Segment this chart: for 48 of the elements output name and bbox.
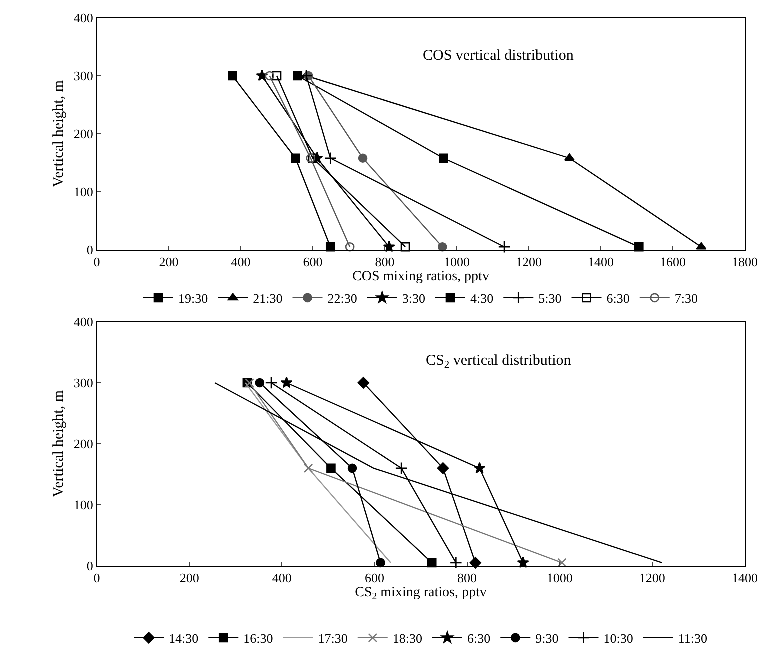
x-tick-label: 800 xyxy=(375,254,395,270)
legend-label: 22:30 xyxy=(328,291,358,306)
legend-label: 21:30 xyxy=(253,291,283,306)
x-tick-label: 1400 xyxy=(732,570,758,586)
x-tick-label: 400 xyxy=(272,570,292,586)
legend-label: 16:30 xyxy=(244,631,274,646)
legend-label: 3:30 xyxy=(402,291,426,306)
x-tick-label: 1400 xyxy=(588,254,614,270)
y-tick-label: 300 xyxy=(74,68,94,84)
x-axis-title: COS mixing ratios, pptv xyxy=(352,270,490,285)
y-tick-label: 400 xyxy=(74,314,94,330)
y-tick-label: 400 xyxy=(74,10,94,26)
legend-label: 18:30 xyxy=(392,631,422,646)
legend-label: 5:30 xyxy=(538,291,562,306)
x-tick-label: 800 xyxy=(458,570,478,586)
legend-label: 6:30 xyxy=(606,291,630,306)
legend-label: 14:30 xyxy=(169,631,199,646)
y-tick-label: 200 xyxy=(74,126,94,142)
x-tick-label: 1000 xyxy=(546,570,573,586)
x-tick-label: 1600 xyxy=(660,254,686,270)
legend-label: 9:30 xyxy=(536,631,559,646)
x-tick-label: 200 xyxy=(159,254,179,270)
legend-label: 10:30 xyxy=(604,631,634,646)
y-axis-title: Vertical height, m xyxy=(51,390,68,498)
legend-label: 11:30 xyxy=(678,631,708,646)
legend-label: 7:30 xyxy=(674,291,698,306)
y-tick-label: 200 xyxy=(74,436,94,452)
y-tick-label: 0 xyxy=(86,558,94,574)
y-tick-label: 300 xyxy=(74,376,94,391)
x-tick-label: 1200 xyxy=(516,254,542,270)
x-tick-label: 1800 xyxy=(732,254,758,270)
y-axis-title: Vertical height, m xyxy=(51,80,68,188)
x-tick-label: 200 xyxy=(180,570,200,586)
y-tick-label: 100 xyxy=(74,184,94,200)
x-tick-label: 1000 xyxy=(444,254,470,270)
x-tick-label: 1200 xyxy=(639,570,666,586)
y-tick-label: 0 xyxy=(86,242,94,258)
x-axis-title: CS$_{2}$ mixing ratios, pptv xyxy=(355,586,487,603)
legend-label: 4:30 xyxy=(470,291,494,306)
text: COS vertical distribution xyxy=(423,48,574,64)
x-tick-label: 600 xyxy=(303,254,323,270)
x-tick-label: 400 xyxy=(231,254,251,270)
legend-label: 19:30 xyxy=(178,291,208,306)
x-tick-label: 600 xyxy=(364,570,384,586)
legend-label: 6:30 xyxy=(468,631,491,646)
legend-label: 17:30 xyxy=(318,631,348,646)
text: CS$_{2}$ vertical distribution xyxy=(426,353,572,372)
y-tick-label: 100 xyxy=(74,498,94,513)
